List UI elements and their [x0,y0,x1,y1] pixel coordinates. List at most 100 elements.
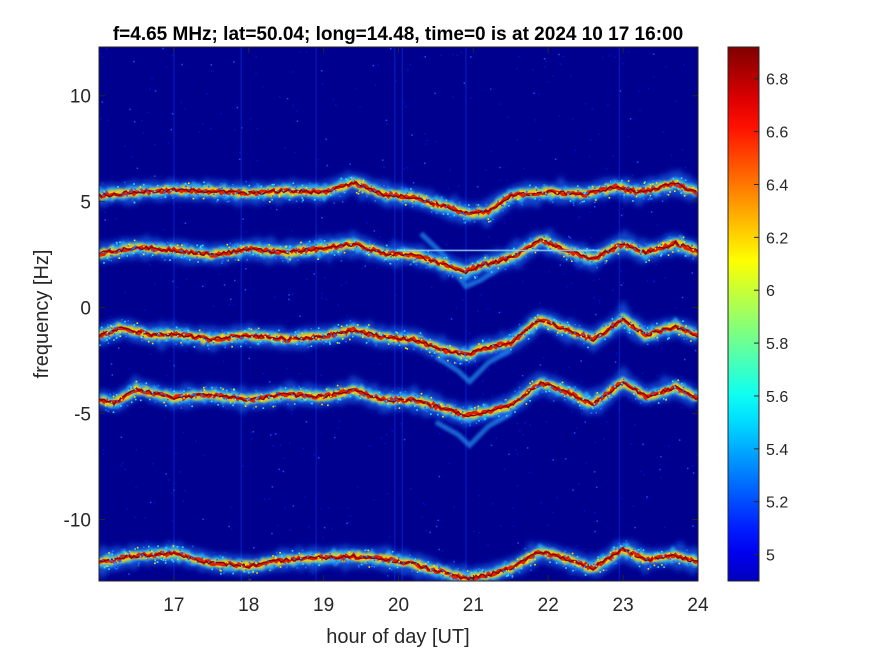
trace-speckle [646,388,648,390]
trace-speckle [275,391,278,394]
trace-speckle [612,193,614,196]
trace-speckle [660,255,662,257]
trace-speckle [295,247,298,250]
noise-dot [570,75,572,78]
trace-speckle [226,243,229,246]
noise-dot [491,394,493,397]
trace-speckle [505,562,507,565]
trace-speckle [655,253,658,256]
noise-dot [108,388,111,391]
trace-speckle [482,261,484,263]
trace-speckle [652,186,654,188]
trace-speckle [659,194,661,197]
noise-dot [175,452,177,455]
trace-speckle [103,566,106,569]
trace-speckle [339,398,342,401]
trace-speckle [415,263,418,266]
trace-speckle [459,417,461,420]
trace-speckle [598,196,600,198]
trace-speckle [221,567,224,570]
noise-dot [576,545,579,547]
trace-speckle [671,251,674,253]
trace-speckle [317,258,319,260]
trace-speckle [293,386,295,388]
trace-speckle [581,258,584,260]
trace-speckle [695,393,698,396]
trace-speckle [404,255,406,257]
trace-speckle [459,362,461,365]
trace-speckle [101,191,104,193]
trace-speckle [665,397,668,399]
trace-speckle [256,183,259,185]
trace-speckle [231,341,233,343]
trace-speckle [343,331,345,334]
trace-speckle [344,190,346,193]
trace-speckle [240,336,242,339]
noise-dot [665,66,667,68]
noise-dot [229,506,232,509]
noise-dot [386,123,388,125]
trace-speckle [383,400,386,402]
trace-speckle [684,255,687,257]
trace-speckle [576,563,579,566]
trace-speckle [620,322,623,325]
trace-speckle [144,556,147,558]
trace-speckle [396,332,398,334]
noise-dot [517,542,519,544]
noise-dot [440,54,442,57]
trace-speckle [534,555,537,557]
trace-speckle [213,193,215,195]
trace-speckle [391,194,393,196]
trace-speckle [610,393,612,395]
trace-speckle [535,386,537,389]
trace-speckle [412,261,415,263]
trace-speckle [351,236,354,239]
trace-speckle [607,386,609,388]
trace-speckle [623,327,626,329]
noise-dot [468,332,471,335]
trace-speckle [315,553,317,556]
trace-speckle [430,211,433,213]
trace-speckle [349,334,352,337]
noise-dot [378,412,380,414]
noise-dot [99,53,101,55]
trace-speckle [623,542,625,545]
trace-speckle [447,213,449,215]
noise-dot [255,55,257,58]
noise-dot [180,407,182,409]
trace-speckle [266,333,268,335]
trace-speckle [127,334,130,336]
trace-speckle [336,388,339,391]
trace-speckle [373,190,376,192]
noise-dot [524,547,527,550]
trace-speckle [519,197,522,200]
noise-dot [296,120,299,122]
trace-speckle [389,263,392,265]
trace-speckle [656,322,658,325]
trace-speckle [579,332,581,335]
trace-speckle [510,191,513,194]
trace-speckle [116,331,119,334]
trace-speckle [625,187,627,189]
trace-speckle [140,383,142,385]
trace-speckle [664,330,666,332]
trace-speckle [434,265,437,267]
trace-speckle [260,254,262,257]
noise-dot [239,152,241,154]
trace-speckle [605,185,608,188]
trace-speckle [282,256,285,258]
noise-dot [376,267,378,269]
trace-speckle [439,264,442,266]
trace-speckle [644,195,646,197]
trace-speckle [599,571,601,573]
trace-speckle [607,398,610,400]
noise-dot [452,96,454,98]
colorbar: 55.25.45.65.866.26.46.66.8 [727,46,788,582]
noise-dot [130,155,133,158]
noise-dot [683,64,685,66]
trace-speckle [398,560,400,563]
trace-speckle [552,201,554,203]
trace-speckle [219,557,221,559]
trace-speckle [489,220,492,223]
trace-speckle [172,257,174,259]
